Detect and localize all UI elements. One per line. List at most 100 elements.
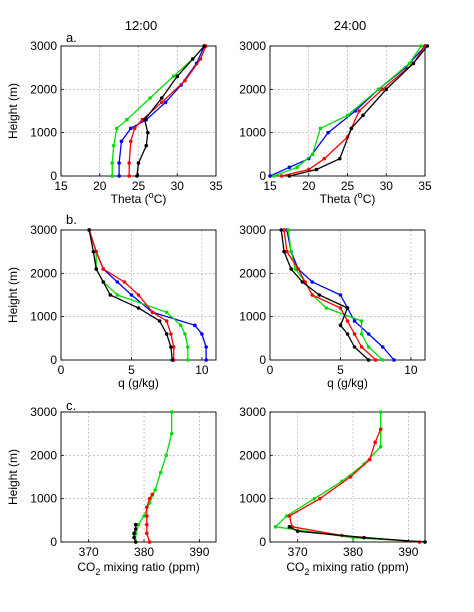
x-tick-label: 370 xyxy=(79,545,99,559)
y-tick-label: 1000 xyxy=(30,126,57,140)
y-tick-label: 3000 xyxy=(239,223,266,237)
data-point xyxy=(338,306,343,310)
data-point xyxy=(284,514,289,518)
data-point xyxy=(282,249,286,254)
data-point xyxy=(272,174,276,178)
data-point xyxy=(133,522,138,527)
y-tick-label: 2000 xyxy=(30,82,57,96)
x-tick-label: 390 xyxy=(398,545,418,559)
series-2 xyxy=(127,44,208,178)
series-0 xyxy=(133,410,174,544)
data-point xyxy=(322,156,327,161)
x-tick-label: 20 xyxy=(302,179,316,193)
data-point xyxy=(144,143,149,148)
y-tick-label: 0 xyxy=(259,535,266,549)
data-point xyxy=(295,165,299,170)
plot-frame xyxy=(269,229,426,361)
x-tick-label: 370 xyxy=(288,545,308,559)
data-point xyxy=(310,293,315,297)
y-tick-label: 2000 xyxy=(30,448,57,462)
y-tick-label: 3000 xyxy=(239,39,266,53)
data-point xyxy=(153,488,157,492)
data-point xyxy=(380,345,385,349)
data-point xyxy=(287,514,292,518)
data-point xyxy=(169,345,173,349)
data-point xyxy=(317,293,322,297)
data-point xyxy=(289,249,293,254)
x-tick-label: 15 xyxy=(263,179,277,193)
data-point xyxy=(157,319,162,323)
data-point xyxy=(279,174,284,178)
data-point xyxy=(204,358,208,362)
data-point xyxy=(200,332,204,336)
data-point xyxy=(378,410,383,414)
data-point xyxy=(362,535,366,540)
data-point xyxy=(411,61,416,66)
series-0 xyxy=(110,44,207,178)
data-point xyxy=(170,358,175,362)
series-line xyxy=(286,229,395,361)
y-tick-label: 0 xyxy=(50,535,57,549)
data-point xyxy=(101,280,106,284)
data-point xyxy=(147,540,152,544)
data-point xyxy=(136,306,141,310)
x-axis-label: CO2 mixing ratio (ppm) xyxy=(286,560,408,577)
data-point xyxy=(110,174,114,178)
x-tick-label: 25 xyxy=(132,179,146,193)
data-point xyxy=(117,174,121,178)
series-line xyxy=(287,229,384,361)
y-tick-label: 1000 xyxy=(239,310,266,324)
x-tick-label: 5 xyxy=(128,363,135,377)
data-point xyxy=(306,167,311,172)
data-point xyxy=(425,44,430,48)
x-axis-label: CO2 mixing ratio (ppm) xyxy=(77,560,199,577)
data-point xyxy=(128,139,133,144)
series-line xyxy=(273,45,422,177)
y-tick-label: 0 xyxy=(50,353,57,367)
series-2 xyxy=(282,228,378,362)
data-point xyxy=(287,165,292,170)
data-point xyxy=(345,332,350,336)
data-point xyxy=(128,126,133,131)
data-point xyxy=(132,531,136,536)
x-tick-label: 35 xyxy=(418,179,432,193)
data-point xyxy=(163,100,168,105)
data-point xyxy=(324,306,329,310)
panel-b-24:00: 0 5 10 0 1000 2000 3000 q (g/kg) xyxy=(239,223,426,390)
data-point xyxy=(300,280,305,284)
data-point xyxy=(183,332,187,336)
data-point xyxy=(289,267,293,271)
series-1 xyxy=(287,427,422,544)
x-axis-label: Theta (oC) xyxy=(111,190,167,206)
data-point xyxy=(318,126,323,131)
data-point xyxy=(296,267,300,271)
data-point xyxy=(145,514,149,518)
series-line xyxy=(288,429,420,543)
data-point xyxy=(178,323,183,328)
series-line xyxy=(269,45,426,177)
data-point xyxy=(164,332,169,336)
data-point xyxy=(136,293,141,297)
data-point xyxy=(115,293,120,297)
data-point xyxy=(110,161,114,165)
data-point xyxy=(359,345,364,349)
data-point xyxy=(345,113,350,118)
data-point xyxy=(293,267,298,271)
data-point xyxy=(101,267,106,271)
y-tick-label: 1000 xyxy=(30,310,57,324)
y-tick-label: 0 xyxy=(259,353,266,367)
data-point xyxy=(159,96,164,100)
data-point xyxy=(345,306,350,310)
data-point xyxy=(115,126,119,131)
data-point xyxy=(318,496,322,501)
data-point xyxy=(378,444,383,449)
data-point xyxy=(183,78,187,83)
y-tick-label: 3000 xyxy=(30,223,57,237)
y-tick-label: 2000 xyxy=(239,82,266,96)
data-point xyxy=(145,522,149,527)
series-line xyxy=(289,526,426,543)
data-point xyxy=(287,174,292,178)
data-point xyxy=(419,44,423,48)
data-point xyxy=(366,358,371,362)
